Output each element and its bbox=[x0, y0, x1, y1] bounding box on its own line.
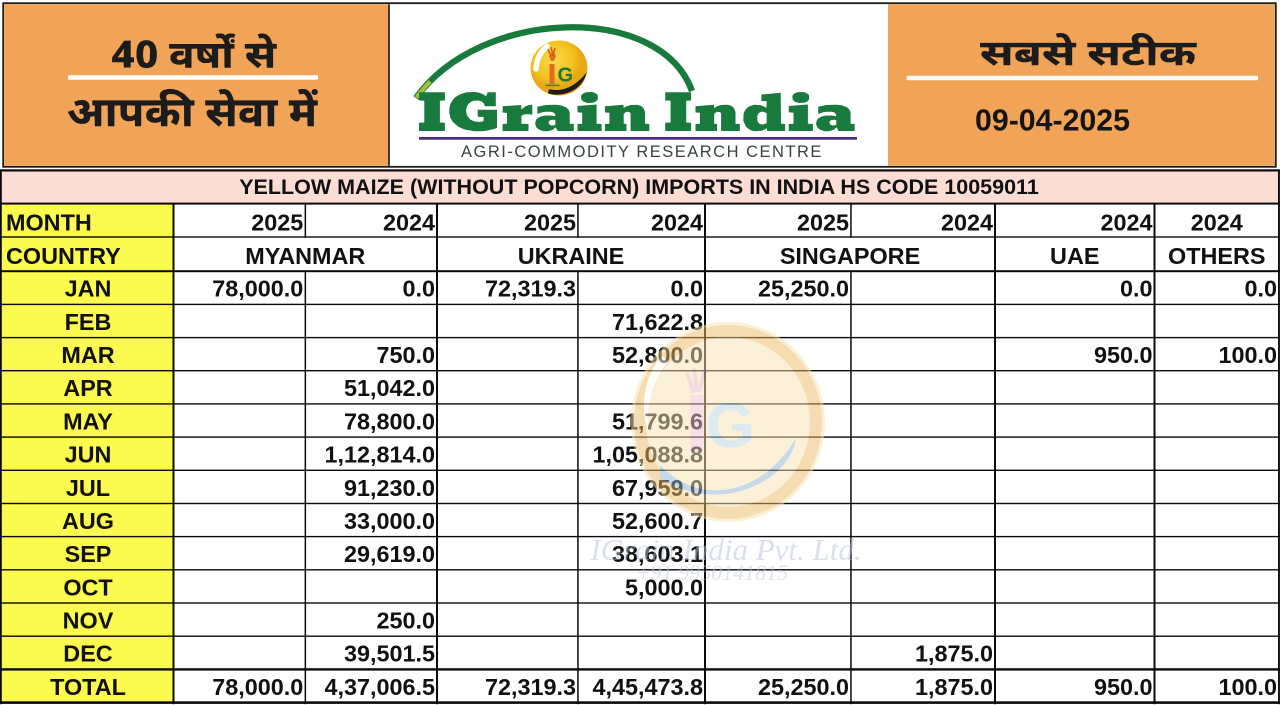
svg-text:YELLOW MAIZE (WITHOUT POPCORN): YELLOW MAIZE (WITHOUT POPCORN) IMPORTS I… bbox=[239, 175, 1039, 199]
svg-text:G: G bbox=[706, 391, 755, 461]
svg-text:750.0: 750.0 bbox=[376, 342, 435, 368]
svg-text:100.0: 100.0 bbox=[1218, 342, 1277, 368]
svg-text:OCT: OCT bbox=[63, 574, 113, 600]
svg-text:38,603.1: 38,603.1 bbox=[612, 541, 703, 567]
svg-text:950.0: 950.0 bbox=[1094, 342, 1153, 368]
svg-text:33,000.0: 33,000.0 bbox=[344, 508, 435, 534]
svg-text:JAN: JAN bbox=[65, 276, 112, 302]
svg-text:1,875.0: 1,875.0 bbox=[915, 641, 993, 667]
svg-text:0.0: 0.0 bbox=[1120, 276, 1153, 302]
svg-text:2024: 2024 bbox=[383, 210, 435, 236]
svg-text:950.0: 950.0 bbox=[1094, 674, 1153, 700]
svg-text:25,250.0: 25,250.0 bbox=[758, 674, 849, 700]
svg-text:MONTH: MONTH bbox=[6, 210, 92, 236]
svg-text:MAR: MAR bbox=[61, 342, 114, 368]
svg-text:FEB: FEB bbox=[65, 309, 112, 335]
svg-text:MAY: MAY bbox=[63, 408, 113, 434]
svg-text:+91 9950141815: +91 9950141815 bbox=[636, 560, 788, 585]
svg-text:91,230.0: 91,230.0 bbox=[344, 475, 435, 501]
svg-text:2024: 2024 bbox=[1191, 210, 1243, 236]
svg-text:AGRI-COMMODITY RESEARCH CENTRE: AGRI-COMMODITY RESEARCH CENTRE bbox=[461, 143, 823, 161]
svg-text:4,37,006.5: 4,37,006.5 bbox=[324, 674, 435, 700]
svg-text:AUG: AUG bbox=[62, 508, 114, 534]
svg-text:25,250.0: 25,250.0 bbox=[758, 276, 849, 302]
svg-text:2024: 2024 bbox=[1100, 210, 1152, 236]
svg-text:0.0: 0.0 bbox=[402, 276, 435, 302]
svg-text:250.0: 250.0 bbox=[376, 607, 435, 633]
svg-text:0.0: 0.0 bbox=[1244, 276, 1277, 302]
svg-text:MYANMAR: MYANMAR bbox=[245, 243, 365, 269]
svg-text:UKRAINE: UKRAINE bbox=[518, 243, 625, 269]
svg-text:COUNTRY: COUNTRY bbox=[6, 243, 121, 269]
svg-text:39,501.5: 39,501.5 bbox=[344, 641, 435, 667]
svg-text:5,000.0: 5,000.0 bbox=[625, 574, 703, 600]
svg-text:29,619.0: 29,619.0 bbox=[344, 541, 435, 567]
svg-text:1,12,814.0: 1,12,814.0 bbox=[324, 442, 435, 468]
svg-text:IGrain India Pvt. Ltd.: IGrain India Pvt. Ltd. bbox=[589, 532, 861, 567]
svg-text:78,000.0: 78,000.0 bbox=[212, 674, 303, 700]
svg-text:100.0: 100.0 bbox=[1218, 674, 1277, 700]
svg-text:2024: 2024 bbox=[651, 210, 703, 236]
svg-text:UAE: UAE bbox=[1050, 243, 1099, 269]
svg-text:SEP: SEP bbox=[65, 541, 112, 567]
svg-text:G: G bbox=[558, 65, 574, 87]
svg-text:1,875.0: 1,875.0 bbox=[915, 674, 993, 700]
svg-text:78,800.0: 78,800.0 bbox=[344, 408, 435, 434]
svg-text:72,319.3: 72,319.3 bbox=[485, 674, 576, 700]
svg-text:2025: 2025 bbox=[797, 210, 849, 236]
svg-text:SINGAPORE: SINGAPORE bbox=[780, 243, 920, 269]
svg-text:TOTAL: TOTAL bbox=[50, 674, 126, 700]
svg-text:JUN: JUN bbox=[65, 442, 112, 468]
svg-text:2025: 2025 bbox=[251, 210, 303, 236]
svg-text:OTHERS: OTHERS bbox=[1168, 243, 1265, 269]
svg-text:NOV: NOV bbox=[63, 607, 114, 633]
svg-text:51,042.0: 51,042.0 bbox=[344, 375, 435, 401]
svg-text:71,622.8: 71,622.8 bbox=[612, 309, 703, 335]
svg-text:DEC: DEC bbox=[63, 641, 112, 667]
svg-text:APR: APR bbox=[63, 375, 112, 401]
svg-text:0.0: 0.0 bbox=[670, 276, 703, 302]
svg-text:09-04-2025: 09-04-2025 bbox=[975, 105, 1130, 138]
svg-text:2024: 2024 bbox=[941, 210, 993, 236]
svg-text:4,45,473.8: 4,45,473.8 bbox=[592, 674, 703, 700]
svg-text:JUL: JUL bbox=[66, 475, 110, 501]
svg-text:72,319.3: 72,319.3 bbox=[485, 276, 576, 302]
svg-text:2025: 2025 bbox=[524, 210, 576, 236]
svg-text:78,000.0: 78,000.0 bbox=[212, 276, 303, 302]
